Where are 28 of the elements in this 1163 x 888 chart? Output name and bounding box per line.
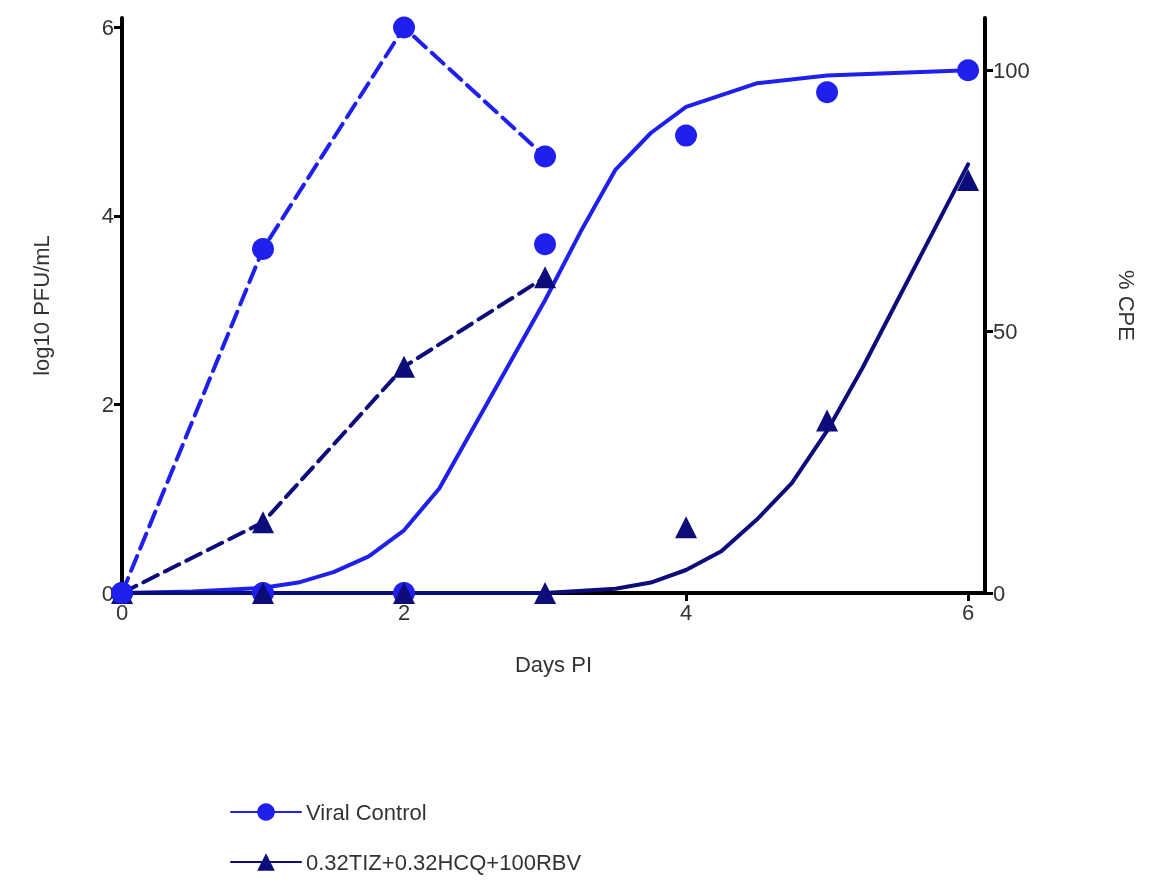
- y-tick-label: 4: [101, 203, 114, 229]
- point: [957, 169, 980, 192]
- y2-tick-label: 0: [993, 580, 1006, 606]
- point: [534, 145, 557, 168]
- x-axis-title: Days PI: [514, 651, 593, 677]
- point: [957, 59, 980, 82]
- y-tick-label: 6: [101, 14, 114, 40]
- y2-tick-label: 50: [993, 319, 1018, 345]
- point: [393, 355, 416, 378]
- point: [675, 516, 698, 539]
- point: [252, 511, 275, 534]
- x-tick-label: 6: [961, 599, 975, 625]
- point: [816, 81, 839, 104]
- x-tick-label: 2: [397, 599, 411, 625]
- point: [252, 237, 275, 260]
- point: [534, 582, 557, 604]
- legend-label: Viral Control: [306, 799, 427, 825]
- legend-label: 0.32TIZ+0.32HCQ+100RBV: [306, 849, 582, 875]
- y2-tick-label: 100: [993, 57, 1030, 83]
- point: [816, 409, 839, 432]
- point: [675, 124, 698, 147]
- y-tick-label: 2: [101, 391, 114, 417]
- point: [534, 266, 557, 289]
- y2-axis-title: % CPE: [1113, 270, 1139, 341]
- y-axis-title: log10 PFU/mL: [28, 235, 54, 376]
- point: [534, 233, 557, 256]
- point: [393, 16, 416, 39]
- x-tick-label: 4: [679, 599, 693, 625]
